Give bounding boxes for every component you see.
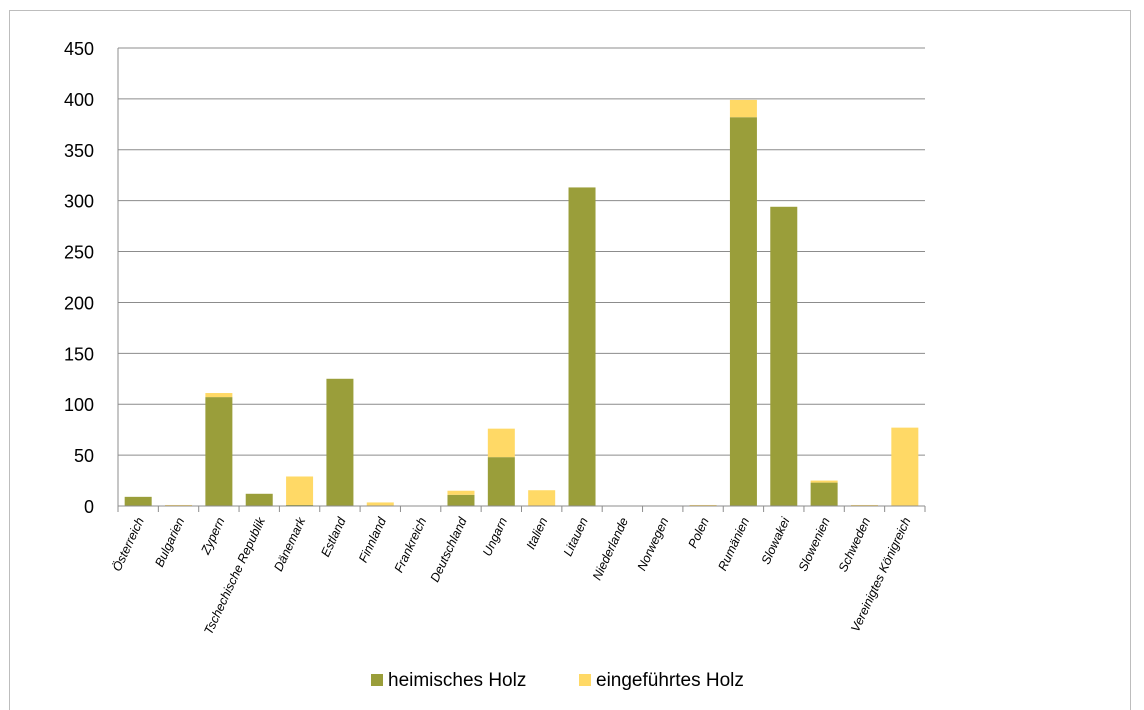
chart-frame bbox=[9, 10, 1131, 710]
legend-label-eingefuehrt: eingeführtes Holz bbox=[596, 670, 744, 691]
x-tick-label: Rumänien bbox=[715, 515, 752, 573]
x-tick-label: Italien bbox=[524, 515, 551, 551]
bar-heimisch-0 bbox=[124, 496, 152, 506]
x-tick-label: Slowenien bbox=[796, 515, 833, 573]
bar-eingefuehrt-8 bbox=[447, 490, 475, 495]
y-tick-label: 250 bbox=[64, 243, 94, 263]
bar-heimisch-5 bbox=[326, 378, 354, 506]
x-tick-label: Niederlande bbox=[590, 515, 631, 582]
y-tick-label: 150 bbox=[64, 344, 94, 364]
x-tick-label: Slowakei bbox=[759, 514, 793, 566]
x-tick-label: Litauen bbox=[561, 515, 591, 558]
bar-eingefuehrt-4 bbox=[286, 476, 314, 505]
bar-eingefuehrt-2 bbox=[205, 393, 233, 398]
x-tick-label: Norwegen bbox=[635, 515, 672, 573]
x-tick-label: Finnland bbox=[356, 514, 389, 564]
x-tick-label: Ungarn bbox=[480, 515, 510, 558]
bar-eingefuehrt-17 bbox=[810, 480, 838, 483]
bar-eingefuehrt-15 bbox=[729, 99, 757, 118]
x-tick-label: Polen bbox=[686, 515, 712, 550]
y-tick-label: 450 bbox=[64, 39, 94, 59]
bar-heimisch-16 bbox=[770, 206, 798, 507]
bar-eingefuehrt-18 bbox=[850, 504, 878, 506]
bar-heimisch-3 bbox=[245, 493, 273, 506]
y-tick-label: 300 bbox=[64, 192, 94, 212]
bar-eingefuehrt-10 bbox=[528, 490, 556, 506]
y-tick-label: 350 bbox=[64, 141, 94, 161]
bar-heimisch-9 bbox=[487, 457, 515, 506]
x-tick-label: Schweden bbox=[836, 515, 873, 574]
y-tick-label: 200 bbox=[64, 293, 94, 313]
x-tick-label: Frankreich bbox=[392, 515, 430, 574]
y-tick-label: 400 bbox=[64, 90, 94, 110]
bar-eingefuehrt-6 bbox=[366, 502, 394, 506]
bar-eingefuehrt-9 bbox=[487, 428, 515, 458]
x-tick-label: Bulgarien bbox=[152, 515, 187, 569]
x-tick-label: Deutschland bbox=[428, 514, 470, 584]
x-tick-label: Zypern bbox=[198, 515, 228, 557]
bar-heimisch-8 bbox=[447, 494, 475, 506]
y-tick-label: 50 bbox=[74, 446, 94, 466]
x-tick-label: Österreich bbox=[110, 515, 147, 573]
x-tick-label: Dänemark bbox=[271, 515, 308, 574]
legend-swatch-heimisch bbox=[371, 674, 383, 686]
bar-heimisch-15 bbox=[729, 117, 757, 506]
bar-eingefuehrt-19 bbox=[891, 427, 919, 506]
bar-eingefuehrt-1 bbox=[165, 504, 193, 506]
y-tick-label: 100 bbox=[64, 395, 94, 415]
bar-heimisch-17 bbox=[810, 482, 838, 506]
legend-label-heimisch: heimisches Holz bbox=[388, 670, 526, 691]
bar-heimisch-2 bbox=[205, 397, 233, 506]
bar-eingefuehrt-14 bbox=[689, 504, 717, 506]
y-tick-label: 0 bbox=[84, 497, 94, 517]
bar-heimisch-11 bbox=[568, 187, 596, 507]
x-tick-label: Estland bbox=[318, 514, 349, 559]
bar-heimisch-4 bbox=[286, 504, 314, 506]
legend-swatch-eingefuehrt bbox=[579, 674, 591, 686]
